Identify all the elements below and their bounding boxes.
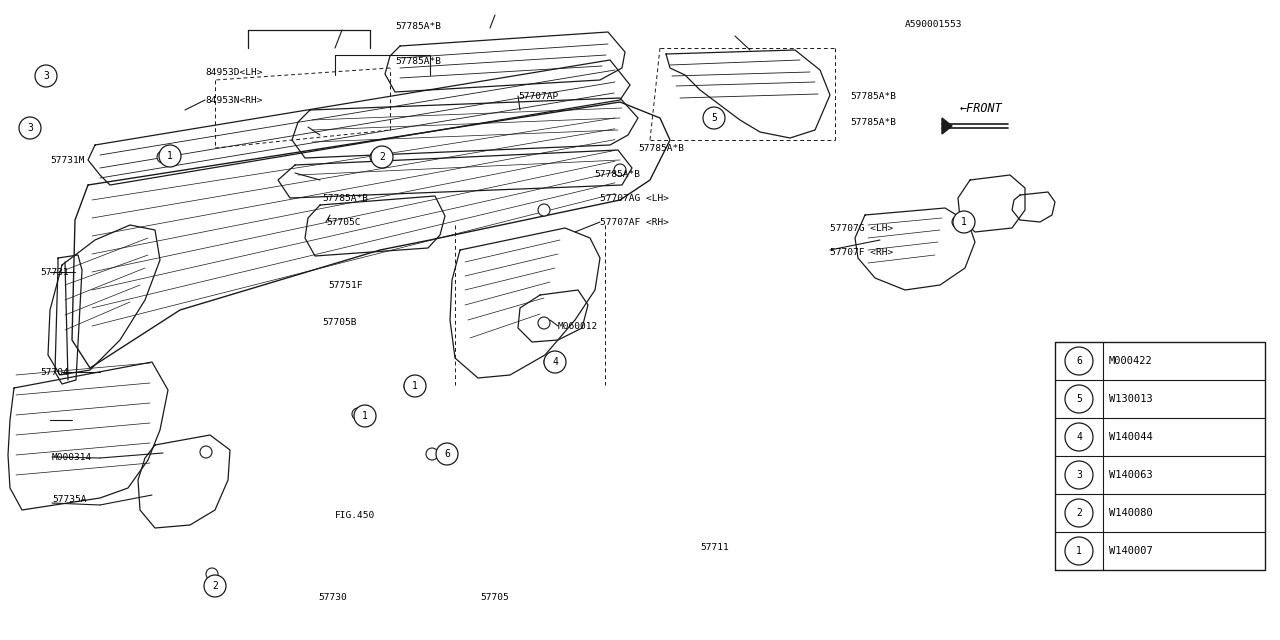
Circle shape — [538, 317, 550, 329]
Text: 57705B: 57705B — [323, 317, 357, 326]
Circle shape — [1065, 423, 1093, 451]
Circle shape — [159, 145, 180, 167]
Text: A590001553: A590001553 — [905, 19, 963, 29]
Circle shape — [538, 204, 550, 216]
Circle shape — [157, 151, 169, 163]
Text: 57785A*B: 57785A*B — [396, 22, 442, 31]
Text: 1: 1 — [961, 217, 966, 227]
Text: M060012: M060012 — [558, 321, 598, 330]
Text: 57707F <RH>: 57707F <RH> — [829, 248, 893, 257]
Circle shape — [404, 380, 416, 392]
Polygon shape — [942, 118, 952, 134]
Circle shape — [1065, 385, 1093, 413]
Text: 2: 2 — [212, 581, 218, 591]
Text: 57735A: 57735A — [52, 495, 87, 504]
Text: 57707AP: 57707AP — [518, 92, 558, 100]
Text: 1: 1 — [1076, 546, 1082, 556]
Text: W140044: W140044 — [1108, 432, 1153, 442]
Text: W140007: W140007 — [1108, 546, 1153, 556]
Text: ←FRONT: ←FRONT — [960, 102, 1002, 115]
Text: 84953N<RH>: 84953N<RH> — [205, 95, 262, 104]
Text: 1: 1 — [362, 411, 367, 421]
Circle shape — [436, 443, 458, 465]
Circle shape — [952, 216, 964, 228]
Text: 57731: 57731 — [40, 268, 69, 276]
Circle shape — [1065, 499, 1093, 527]
Text: 57705C: 57705C — [326, 218, 361, 227]
Text: 57707AG <LH>: 57707AG <LH> — [600, 193, 669, 202]
Text: 1: 1 — [412, 381, 419, 391]
Circle shape — [35, 65, 58, 87]
Text: 57785A*B: 57785A*B — [396, 56, 442, 65]
Text: 57785A*B: 57785A*B — [850, 118, 896, 127]
Text: 4: 4 — [1076, 432, 1082, 442]
Circle shape — [1065, 537, 1093, 565]
Text: 57785A*B: 57785A*B — [850, 92, 896, 100]
Circle shape — [1065, 461, 1093, 489]
Circle shape — [370, 151, 381, 163]
Text: 3: 3 — [27, 123, 33, 133]
Text: 5: 5 — [1076, 394, 1082, 404]
Text: 57704: 57704 — [40, 367, 69, 376]
Circle shape — [38, 70, 50, 82]
Circle shape — [204, 575, 227, 597]
Text: W140080: W140080 — [1108, 508, 1153, 518]
Circle shape — [352, 408, 364, 420]
Circle shape — [954, 211, 975, 233]
Text: 57707AF <RH>: 57707AF <RH> — [600, 218, 669, 227]
Text: M000314: M000314 — [52, 454, 92, 463]
Circle shape — [19, 117, 41, 139]
Text: 3: 3 — [44, 71, 49, 81]
Text: 4: 4 — [552, 357, 558, 367]
Text: M000422: M000422 — [1108, 356, 1153, 366]
Text: 1: 1 — [168, 151, 173, 161]
Text: 57785A*B: 57785A*B — [637, 143, 684, 152]
Text: 57707G <LH>: 57707G <LH> — [829, 223, 893, 232]
Circle shape — [355, 405, 376, 427]
Text: W130013: W130013 — [1108, 394, 1153, 404]
Circle shape — [544, 356, 556, 368]
Text: 57730: 57730 — [317, 593, 347, 602]
Text: 6: 6 — [444, 449, 451, 459]
Text: 6: 6 — [1076, 356, 1082, 366]
Text: 2: 2 — [379, 152, 385, 162]
Text: 5: 5 — [712, 113, 717, 123]
Text: 57731M: 57731M — [50, 156, 84, 164]
Text: FIG.450: FIG.450 — [335, 511, 375, 520]
Circle shape — [707, 112, 718, 124]
Circle shape — [1065, 347, 1093, 375]
Circle shape — [404, 375, 426, 397]
Circle shape — [371, 146, 393, 168]
Text: 2: 2 — [1076, 508, 1082, 518]
Text: 3: 3 — [1076, 470, 1082, 480]
Circle shape — [703, 107, 724, 129]
Text: 57785A*B: 57785A*B — [323, 193, 369, 202]
Text: 57751F: 57751F — [328, 280, 362, 289]
Circle shape — [426, 448, 438, 460]
Circle shape — [200, 446, 212, 458]
Circle shape — [614, 164, 626, 176]
Circle shape — [206, 568, 218, 580]
Text: 57711: 57711 — [700, 543, 728, 552]
Text: 57785A*B: 57785A*B — [594, 170, 640, 179]
Circle shape — [22, 122, 35, 134]
Text: W140063: W140063 — [1108, 470, 1153, 480]
Circle shape — [544, 351, 566, 373]
Text: 57705: 57705 — [480, 593, 508, 602]
Text: 84953D<LH>: 84953D<LH> — [205, 67, 262, 77]
